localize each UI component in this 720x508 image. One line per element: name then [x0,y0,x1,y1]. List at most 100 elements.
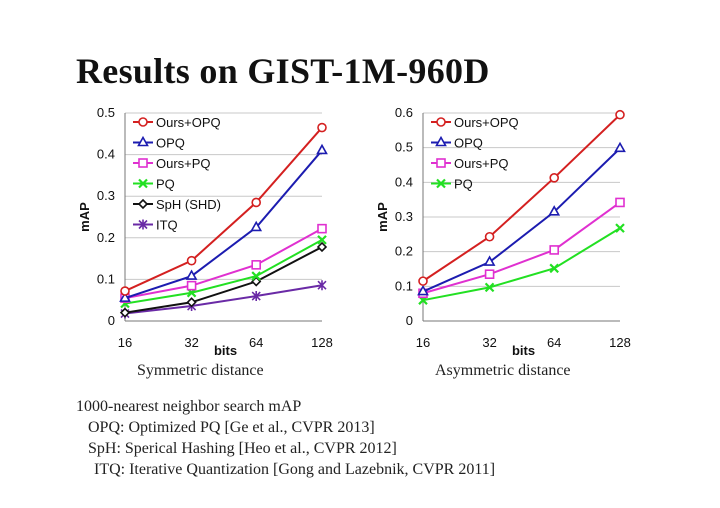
data-point-sph-shd [119,307,131,318]
series-line-ours-opq [124,126,323,292]
data-point-opq [250,220,263,232]
series-ours-opq [418,109,625,286]
series-ours-pq [418,197,625,299]
data-point-opq [548,205,561,216]
y-tick-label: 0 [108,313,115,328]
x-tick-label: 64 [249,335,263,350]
data-point-ours-opq [418,276,428,286]
data-point-ours-pq [186,280,197,291]
legend-marker [137,135,149,147]
data-point-ours-opq [317,122,327,133]
series-line-ours-pq [124,227,323,300]
notes: 1000-nearest neighbor search mAP OPQ: Op… [76,396,495,480]
legend-label: SpH (SHD) [156,197,221,212]
y-tick-label: 0.2 [395,244,413,259]
data-point-sph-shd [316,241,328,253]
legend-label: ITQ [156,218,178,233]
legend-marker [138,117,148,127]
data-point-pq [615,223,625,233]
legend-marker [138,219,148,230]
y-axis-label: mAP [375,202,390,232]
legend-item-pq: PQ [431,177,473,192]
y-tick-label: 0.2 [97,230,115,245]
x-tick-label: 128 [609,335,631,350]
data-point-ours-opq [186,255,197,266]
data-point-opq [185,269,198,280]
x-tick-label: 64 [547,335,561,350]
series-line-opq [422,147,621,293]
y-tick-label: 0.4 [395,174,413,189]
data-point-itq [317,280,327,291]
data-point-itq [251,291,261,302]
y-tick-label: 0.1 [97,271,115,286]
data-point-ours-pq [549,245,560,255]
caption-symmetric: Symmetric distance [137,362,264,379]
data-point-pq [317,235,327,245]
x-axis-label: bits [512,343,535,358]
legend-label: PQ [454,177,473,192]
legend-item-ours-opq: Ours+OPQ [133,115,221,130]
legend-item-ours-pq: Ours+PQ [431,156,509,171]
caption-asymmetric: Asymmetric distance [435,362,571,379]
series-pq [418,223,625,305]
data-point-pq [484,282,495,293]
y-tick-label: 0.3 [395,209,413,224]
note-line-4: ITQ: Iterative Quantization [Gong and La… [94,461,496,478]
series-opq [119,143,328,302]
data-point-pq [549,263,559,274]
legend-label: Ours+PQ [156,156,211,171]
y-tick-label: 0.6 [395,105,413,120]
x-axis-label: bits [214,343,237,358]
legend-marker [137,198,149,210]
legend-marker [435,135,447,147]
legend-marker [436,158,446,168]
series-line-pq [422,227,621,302]
data-point-ours-pq [251,260,262,270]
data-point-ours-opq [251,197,262,208]
legend-marker [138,178,148,189]
x-tick-label: 16 [416,335,430,350]
legend-marker [138,158,148,168]
y-tick-label: 0 [406,313,413,328]
slide-title: Results on GIST-1M-960D [76,51,490,91]
series-pq [120,235,327,309]
legend-item-pq: PQ [133,177,175,192]
series-line-opq [124,149,323,300]
legend-item-ours-opq: Ours+OPQ [431,115,519,130]
data-point-opq [119,291,131,302]
legend-item-itq: ITQ [133,218,178,233]
legend-item-sph-shd: SpH (SHD) [133,197,221,212]
data-point-sph-shd [186,297,197,308]
x-tick-label: 16 [118,335,132,350]
data-point-ours-pq [484,269,495,280]
legend-label: Ours+OPQ [454,115,519,130]
series-line-sph-shd [124,246,323,314]
data-point-ours-opq [549,173,560,183]
data-point-opq [614,141,626,153]
note-line-1: 1000-nearest neighbor search mAP [76,398,302,415]
chart-asymmetric: 0 0.1 0.2 0.3 0.4 0.5 0.6 16 32 64 128 bits mAP Ours+… [375,105,631,358]
series-line-pq [124,239,323,305]
note-line-3: SpH: Sperical Hashing [Heo et al., CVPR … [88,440,397,457]
y-tick-label: 0.4 [97,147,115,162]
legend-label: Ours+PQ [454,156,509,171]
legend-item-opq: OPQ [431,136,483,151]
series-line-itq [124,284,323,315]
data-point-ours-pq [615,197,625,208]
data-point-pq [251,271,261,281]
legend-label: OPQ [454,136,483,151]
legend-item-ours-pq: Ours+PQ [133,156,211,171]
legend-label: Ours+OPQ [156,115,221,130]
legend-label: OPQ [156,136,185,151]
y-tick-label: 0.1 [395,278,413,293]
series-line-ours-opq [422,114,621,282]
data-point-opq [417,284,429,296]
data-point-opq [316,143,328,155]
legend-marker [436,178,446,189]
y-axis-label: mAP [77,202,92,232]
chart-symmetric: 0 0.1 0.2 0.3 0.4 0.5 16 32 64 128 bits mAP Ours+OPQ… [77,105,333,358]
x-tick-label: 128 [311,335,333,350]
data-point-ours-pq [317,223,327,234]
series-ours-opq [120,122,327,296]
